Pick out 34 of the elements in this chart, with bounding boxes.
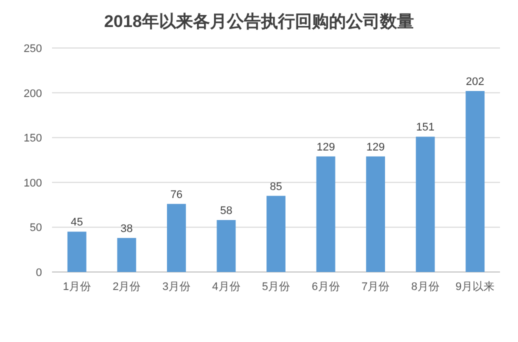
- bar: [266, 196, 286, 272]
- y-tick-label: 0: [36, 267, 42, 279]
- x-tick-label: 9月以来: [456, 280, 495, 293]
- data-label: 129: [316, 141, 335, 154]
- y-tick-label: 250: [24, 43, 42, 55]
- bar: [366, 156, 386, 272]
- x-tick-label: 1月份: [62, 281, 91, 293]
- x-tick-label: 7月份: [361, 281, 390, 293]
- y-tick-label: 150: [24, 132, 42, 145]
- data-label: 85: [270, 180, 282, 193]
- bar: [216, 220, 236, 272]
- x-tick-label: 8月份: [411, 281, 440, 293]
- x-tick-label: 4月份: [212, 281, 240, 293]
- y-tick-label: 100: [24, 177, 42, 190]
- data-label: 45: [70, 216, 84, 229]
- x-tick-label: 6月份: [312, 281, 340, 293]
- data-label: 202: [466, 76, 484, 88]
- data-label: 76: [170, 188, 183, 201]
- data-label: 58: [220, 205, 232, 218]
- data-label: 151: [416, 122, 435, 134]
- x-tick-label: 3月份: [162, 281, 191, 293]
- bar: [166, 204, 186, 272]
- x-tick-label: 2月份: [112, 281, 141, 293]
- bar: [466, 91, 485, 272]
- bar: [316, 156, 336, 272]
- x-tick-label: 5月份: [262, 281, 290, 293]
- y-tick-label: 50: [30, 222, 42, 234]
- y-tick-label: 200: [24, 88, 42, 100]
- chart-title: 2018年以来各月公告执行回购的公司数量: [104, 12, 414, 31]
- bar: [117, 238, 136, 272]
- data-label: 38: [120, 222, 133, 235]
- data-label: 129: [366, 141, 385, 154]
- bar: [416, 136, 435, 272]
- bar: [67, 232, 86, 272]
